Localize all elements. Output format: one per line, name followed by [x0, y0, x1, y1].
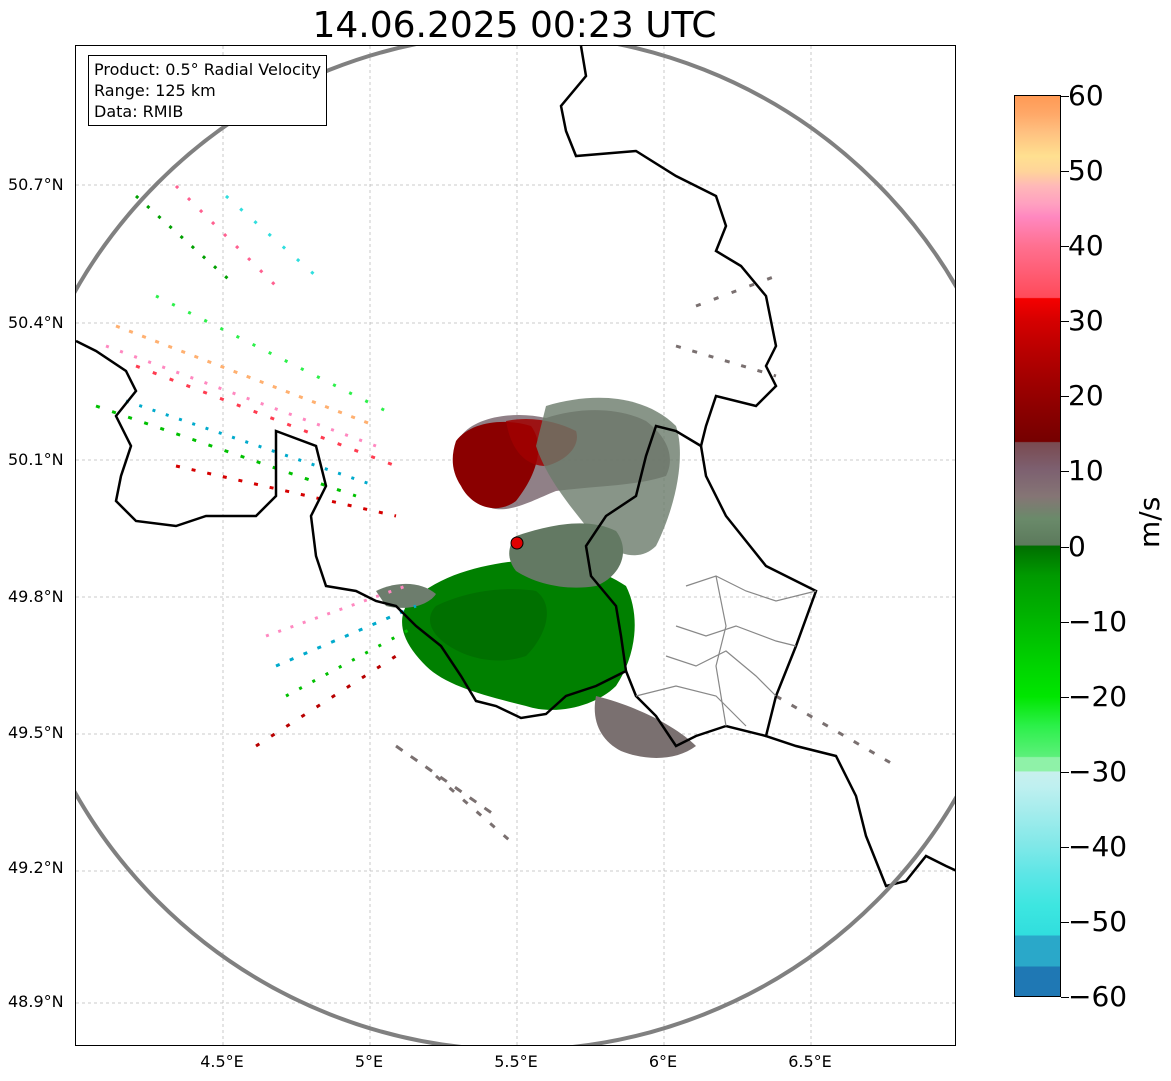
colorbar-unit-label: m/s — [1133, 496, 1166, 548]
y-tick-label: 49.5°N — [8, 723, 64, 742]
colorbar-tick — [1061, 997, 1069, 998]
colorbar-tick — [1061, 396, 1069, 397]
colorbar-tick-label: 10 — [1068, 454, 1104, 487]
x-tick-label: 5°E — [354, 1052, 384, 1071]
product-info-box: Product: 0.5° Radial Velocity Range: 125… — [88, 55, 328, 126]
colorbar-tick — [1061, 246, 1069, 247]
colorbar-tick-label: 40 — [1068, 229, 1104, 262]
radar-map-panel[interactable] — [75, 45, 956, 1046]
colorbar-tick-label: −50 — [1068, 905, 1128, 938]
colorbar-tick-label: −20 — [1068, 680, 1128, 713]
colorbar-tick — [1061, 96, 1069, 97]
colorbar-tick-label: 0 — [1068, 530, 1086, 563]
colorbar-tick-label: 60 — [1068, 79, 1104, 112]
colorbar-tick-label: −10 — [1068, 605, 1128, 638]
y-tick-label: 50.4°N — [8, 313, 64, 332]
colorbar-tick — [1061, 171, 1069, 172]
data-source-label: Data: RMIB — [94, 102, 184, 121]
x-tick-label: 5.5°E — [494, 1052, 538, 1071]
y-tick-label: 49.2°N — [8, 858, 64, 877]
product-label: Product: 0.5° Radial Velocity — [94, 60, 322, 79]
colorbar-tick — [1061, 622, 1069, 623]
province-borders — [635, 575, 817, 727]
x-tick-label: 6°E — [648, 1052, 678, 1071]
gridlines — [76, 46, 955, 1045]
y-tick-label: 50.1°N — [8, 450, 64, 469]
radar-site-marker[interactable] — [510, 536, 524, 550]
y-tick-label: 49.8°N — [8, 587, 64, 606]
colorbar-tick — [1061, 922, 1069, 923]
colorbar-tick-label: 30 — [1068, 304, 1104, 337]
colorbar-tick — [1061, 847, 1069, 848]
colorbar-tick-label: −60 — [1068, 980, 1128, 1013]
velocity-colorbar — [1014, 95, 1061, 997]
colorbar-tick — [1061, 471, 1069, 472]
colorbar-tick — [1061, 697, 1069, 698]
colorbar-tick — [1061, 321, 1069, 322]
x-tick-label: 6.5°E — [788, 1052, 832, 1071]
colorbar-tick-label: 50 — [1068, 154, 1104, 187]
colorbar-tick-label: −40 — [1068, 830, 1128, 863]
colorbar-tick-label: −30 — [1068, 755, 1128, 788]
colorbar-tick-label: 20 — [1068, 379, 1104, 412]
velocity-echoes — [376, 397, 696, 758]
y-tick-label: 50.7°N — [8, 175, 64, 194]
y-tick-label: 48.9°N — [8, 992, 64, 1011]
range-label: Range: 125 km — [94, 81, 216, 100]
colorbar-tick — [1061, 772, 1069, 773]
x-tick-label: 4.5°E — [200, 1052, 244, 1071]
clutter-streaks — [95, 184, 897, 848]
colorbar-tick — [1061, 547, 1069, 548]
radar-map[interactable] — [76, 46, 956, 1046]
map-title: 14.06.2025 00:23 UTC — [312, 5, 717, 46]
